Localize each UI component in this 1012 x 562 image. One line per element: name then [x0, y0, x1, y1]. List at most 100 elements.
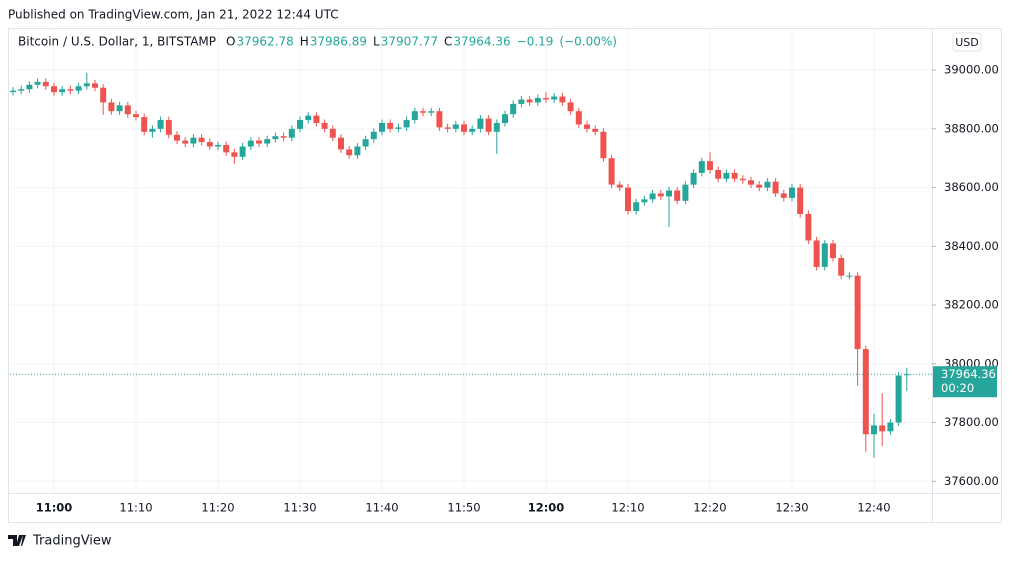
candle-body — [633, 202, 640, 212]
currency-button[interactable] — [952, 32, 982, 52]
candle-body — [92, 83, 98, 88]
candle-body — [395, 127, 402, 129]
candle-body — [510, 103, 517, 115]
candle-body — [272, 136, 279, 140]
candle-body — [83, 83, 90, 87]
candle-body — [772, 181, 779, 194]
candle-body — [411, 111, 418, 121]
x-tick-label: 11:50 — [447, 501, 480, 515]
x-tick-label: 11:40 — [365, 501, 398, 515]
candle-body — [674, 190, 681, 201]
grid — [10, 29, 936, 493]
ohlc-legend: Bitcoin / U.S. Dollar, 1, BITSTAMP O 3796… — [18, 35, 617, 49]
legend-open-label: O — [226, 35, 235, 49]
candle-body — [502, 114, 508, 123]
candle-body — [657, 193, 664, 197]
candle-body — [649, 193, 656, 200]
legend-open-value: 37962.78 — [236, 35, 293, 49]
symbol-title: Bitcoin / U.S. Dollar, 1, BITSTAMP — [18, 35, 216, 49]
candle-body — [477, 118, 484, 129]
currency-label[interactable]: USD — [955, 36, 979, 49]
candle-body — [789, 187, 795, 198]
candle-body — [838, 258, 845, 276]
candle-body — [797, 187, 804, 215]
candle-body — [239, 146, 246, 157]
candle-body — [362, 139, 369, 147]
candle-body — [879, 425, 886, 432]
candle-body — [780, 193, 787, 198]
candle-body — [305, 115, 312, 121]
y-tick-label: 38200.00 — [944, 298, 999, 312]
legend-low-value: 37907.77 — [381, 35, 438, 49]
candle-body — [387, 122, 394, 129]
candle-body — [124, 105, 131, 115]
candle-body — [715, 169, 722, 179]
frame — [8, 28, 1002, 523]
legend-change: −0.19 — [517, 35, 554, 49]
legend-high-label: H — [300, 35, 309, 49]
x-tick-label: 11:20 — [201, 501, 234, 515]
candle-body — [370, 131, 377, 140]
candle-body — [756, 184, 763, 188]
candle-body — [157, 120, 164, 129]
candle-body — [854, 275, 861, 350]
candle-body — [297, 120, 303, 129]
x-tick-label: 12:30 — [775, 501, 808, 515]
candle-body — [190, 137, 197, 144]
legend-close-label: C — [444, 35, 452, 49]
candle-body — [543, 98, 549, 100]
candle-body — [748, 180, 754, 185]
candle-body — [731, 172, 738, 179]
x-tick-label: 11:30 — [283, 501, 316, 515]
countdown-label: 00:20 — [941, 381, 974, 395]
candle-body — [231, 152, 238, 157]
candle-body — [698, 161, 705, 173]
candle-body — [526, 99, 533, 103]
candle-body — [420, 111, 426, 113]
candle-body — [682, 184, 689, 201]
candle-body — [215, 145, 221, 147]
candle-body — [551, 96, 558, 100]
candle-body — [34, 81, 41, 85]
candle-body — [18, 89, 25, 91]
candle-body — [313, 115, 320, 123]
candle-body — [592, 128, 599, 132]
candle-body — [108, 102, 115, 112]
candle-body — [764, 181, 771, 188]
candle-body — [567, 102, 574, 112]
candle-body — [42, 81, 49, 87]
candle-body — [584, 124, 590, 129]
candle-body — [182, 140, 189, 144]
y-tick-label: 37600.00 — [944, 474, 999, 488]
candle-body — [428, 111, 435, 113]
brand-logo — [8, 535, 26, 546]
candle-body — [198, 137, 205, 143]
y-tick-label: 38400.00 — [944, 239, 999, 253]
candles — [10, 73, 932, 458]
x-tick-label: 11:00 — [36, 501, 73, 515]
candle-body — [75, 86, 82, 91]
brand-name: TradingView — [32, 534, 112, 549]
candle-body — [600, 131, 607, 159]
candle-body — [518, 99, 525, 104]
candle-body — [247, 140, 254, 147]
y-tick-label: 38600.00 — [944, 180, 999, 194]
candle-body — [10, 90, 16, 93]
candle-body — [436, 111, 443, 128]
candle-body — [559, 96, 566, 103]
candle-body — [133, 114, 139, 118]
candle-body — [813, 240, 820, 267]
x-tick-label: 11:10 — [119, 501, 152, 515]
candle-body — [288, 128, 295, 138]
candle-body — [690, 172, 697, 185]
candle-body — [354, 146, 361, 156]
candle-body — [625, 187, 631, 212]
y-tick-label: 38800.00 — [944, 121, 999, 135]
candle-body — [321, 122, 328, 129]
candle-body — [206, 142, 213, 147]
brand: TradingView — [8, 534, 112, 549]
candle-body — [461, 124, 467, 132]
y-tick-label: 39000.00 — [944, 63, 999, 77]
